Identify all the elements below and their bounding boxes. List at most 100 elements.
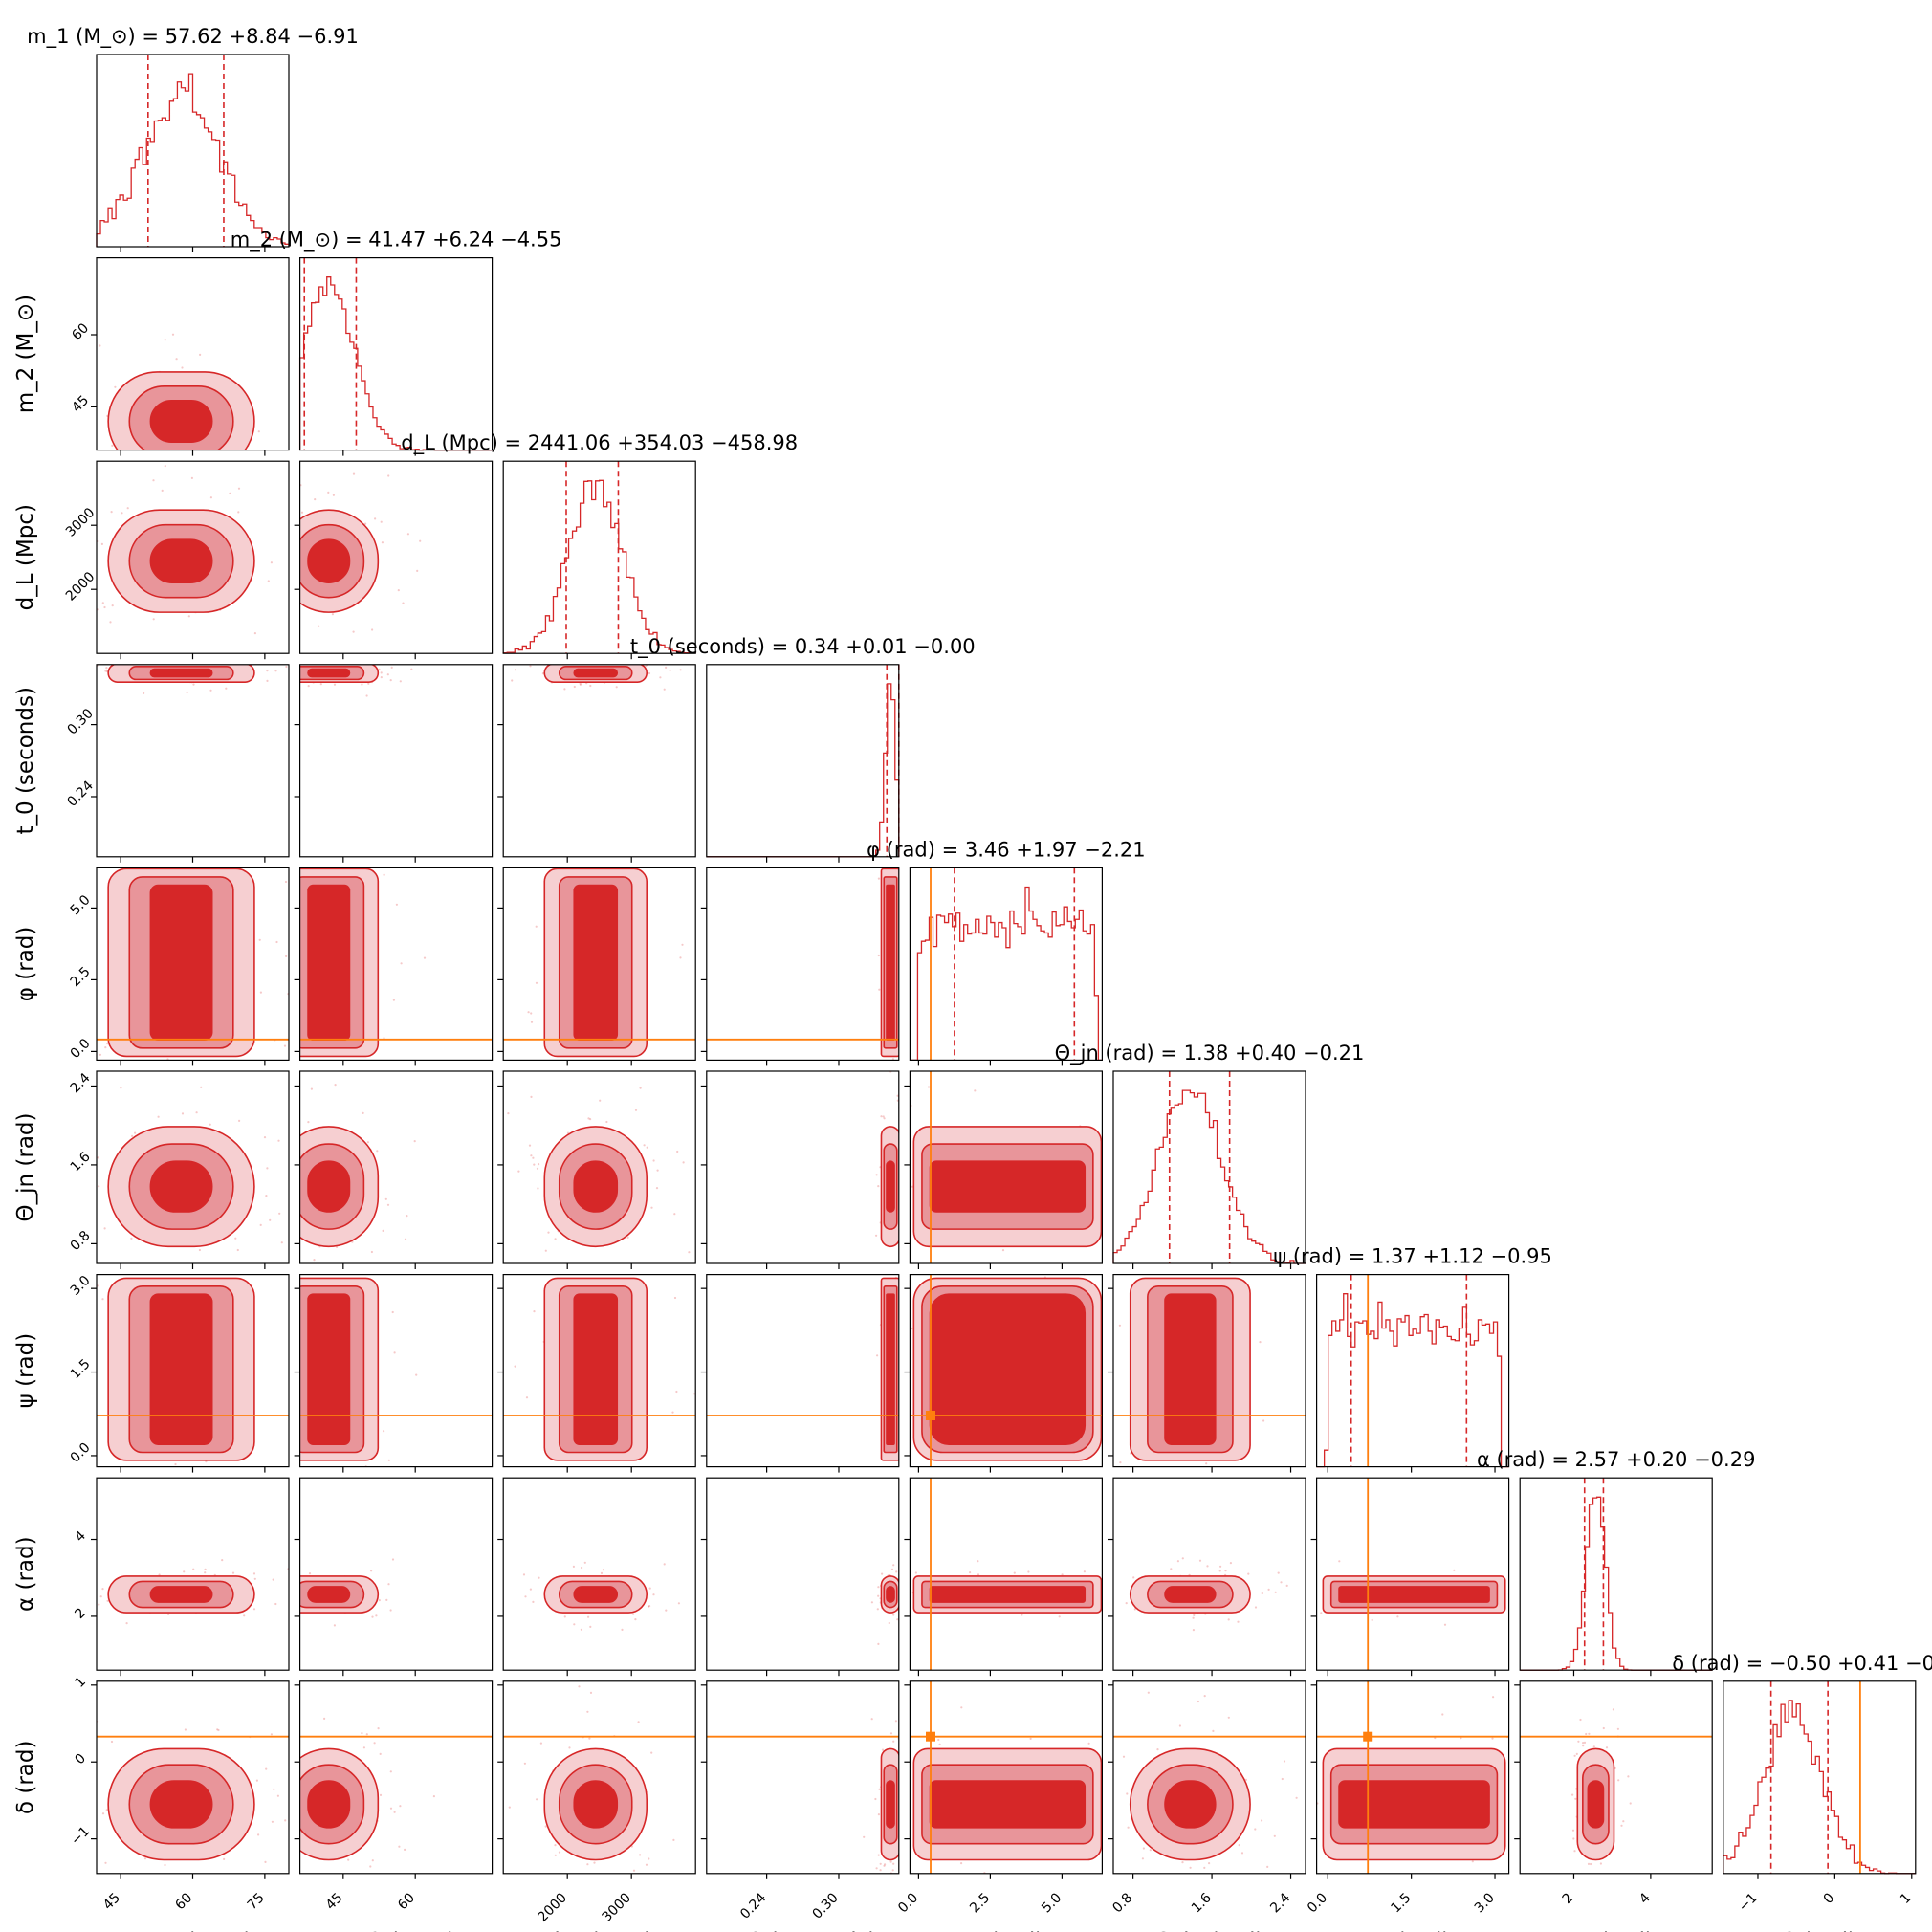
sample-point	[1197, 1700, 1199, 1703]
sample-point	[356, 1482, 358, 1484]
sample-point	[876, 1343, 878, 1345]
sample-point	[1103, 1586, 1105, 1588]
sample-point	[404, 1238, 407, 1240]
sample-point	[586, 1710, 589, 1713]
sample-point	[889, 1104, 890, 1106]
sample-point	[878, 1788, 881, 1790]
sample-point	[333, 650, 335, 652]
sample-point	[517, 1170, 520, 1173]
sample-point	[876, 1257, 878, 1259]
sample-point	[886, 1253, 888, 1255]
sample-point	[105, 667, 108, 670]
sample-point	[1137, 1239, 1139, 1240]
sample-point	[1273, 1589, 1275, 1591]
sample-point	[46, 1630, 48, 1632]
sample-point	[554, 1854, 557, 1856]
sample-point	[241, 858, 243, 860]
sample-point	[184, 1922, 186, 1924]
panel-7-6	[1299, 1477, 1523, 1677]
sample-point	[151, 1507, 153, 1509]
sample-point	[554, 1238, 557, 1240]
panel-6-5	[1108, 1261, 1306, 1642]
sample-point	[284, 1350, 286, 1351]
sample-point	[1230, 1721, 1232, 1723]
sample-point	[292, 1140, 294, 1142]
sample-point	[973, 1253, 975, 1255]
sample-point	[579, 683, 582, 686]
sample-point	[81, 1574, 83, 1576]
sample-point	[900, 1620, 902, 1622]
sample-point	[57, 1198, 59, 1200]
sample-point	[1629, 1802, 1632, 1805]
sample-point	[334, 1084, 337, 1087]
sample-point	[888, 808, 889, 810]
panel-5-2	[497, 1070, 696, 1269]
sample-point	[192, 480, 194, 482]
sample-point	[815, 1328, 817, 1330]
sample-point	[935, 1903, 937, 1905]
sample-point	[669, 662, 670, 664]
x-axis-label-7: α (rad)	[1578, 1929, 1654, 1932]
sample-point	[399, 1805, 402, 1808]
sample-point	[1491, 1737, 1494, 1740]
sample-point	[1204, 1135, 1206, 1137]
sample-point	[266, 1167, 269, 1170]
sample-point	[621, 1628, 624, 1631]
panel-frame	[502, 1680, 696, 1875]
sample-point	[877, 1854, 880, 1856]
sample-point	[318, 657, 320, 659]
panel-frame	[299, 1680, 494, 1875]
sample-point	[389, 1609, 392, 1612]
sample-point	[264, 1860, 267, 1863]
panel-frame	[299, 1477, 494, 1671]
sample-point	[875, 1174, 878, 1176]
sample-point	[785, 1611, 787, 1613]
sample-point	[870, 1601, 873, 1604]
sample-point	[587, 1615, 590, 1618]
sample-point	[1591, 1745, 1592, 1747]
sample-point	[1175, 1261, 1176, 1262]
panel-frame	[502, 1273, 696, 1468]
sample-point	[386, 673, 389, 676]
sample-point	[1150, 1869, 1152, 1871]
sample-point	[1266, 1865, 1269, 1868]
sample-point	[111, 444, 114, 447]
sample-point	[272, 1614, 274, 1616]
sample-point	[1118, 1324, 1121, 1327]
sample-point	[707, 1903, 709, 1905]
sample-point	[573, 685, 576, 689]
sample-point	[683, 1199, 685, 1201]
sample-point	[337, 1069, 339, 1071]
sample-point	[902, 969, 904, 971]
sample-point	[1363, 1092, 1365, 1094]
sample-point	[580, 1628, 582, 1631]
sample-point	[295, 1205, 296, 1207]
sample-point	[380, 671, 383, 674]
sample-point	[622, 845, 624, 846]
sample-point	[300, 511, 304, 514]
sample-point	[883, 1892, 885, 1894]
sample-point	[432, 1795, 435, 1798]
contour-8-3-2	[886, 1780, 895, 1829]
sample-point	[1187, 1560, 1189, 1562]
sample-point	[319, 683, 322, 686]
panel-5-0: 0.8 1.6 2.4 Θ_jn (rad)	[13, 1070, 290, 1269]
sample-point	[901, 1595, 903, 1597]
sample-point	[349, 658, 351, 660]
sample-point	[364, 522, 367, 525]
sample-point	[85, 1205, 87, 1207]
sample-point	[777, 1464, 779, 1466]
sample-point	[1177, 1640, 1179, 1642]
sample-point	[232, 1490, 234, 1492]
sample-point	[648, 1587, 651, 1590]
sample-point	[977, 1573, 980, 1576]
sample-point	[1299, 1605, 1301, 1607]
sample-point	[291, 1186, 293, 1188]
sample-point	[341, 1250, 343, 1252]
sample-point	[1300, 1401, 1302, 1403]
sample-point	[1237, 1620, 1240, 1623]
sample-point	[389, 1807, 393, 1810]
sample-point	[904, 958, 906, 960]
sample-point	[1521, 1583, 1523, 1585]
sample-point	[719, 1568, 721, 1570]
